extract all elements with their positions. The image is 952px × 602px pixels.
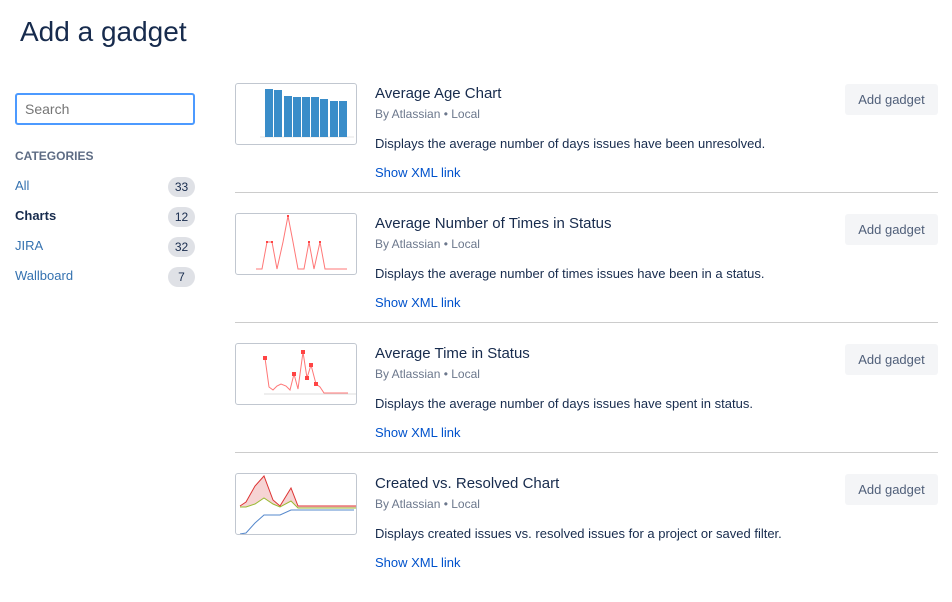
gadget-byline: By Atlassian • Local — [375, 107, 480, 121]
gadget-description: Displays created issues vs. resolved iss… — [375, 526, 782, 541]
category-label: Wallboard — [15, 267, 74, 283]
count-badge: 7 — [168, 267, 195, 287]
gadget-byline: By Atlassian • Local — [375, 367, 480, 381]
line-chart-thumbnail-icon — [256, 215, 347, 270]
line-chart-thumbnail-icon — [263, 350, 356, 395]
add-gadget-button[interactable]: Add gadget — [845, 344, 938, 375]
gadget-byline: By Atlassian • Local — [375, 497, 480, 511]
gadget-info: Average Age Chart By Atlassian • Local D… — [375, 85, 825, 182]
add-gadget-button[interactable]: Add gadget — [845, 474, 938, 505]
add-gadget-button[interactable]: Add gadget — [845, 214, 938, 245]
gadget-thumbnail — [235, 343, 357, 405]
gadget-description: Displays the average number of days issu… — [375, 396, 753, 411]
search-input[interactable] — [15, 93, 195, 125]
show-xml-link[interactable]: Show XML link — [375, 555, 461, 570]
gadget-thumbnail — [235, 213, 357, 275]
gadget-description: Displays the average number of days issu… — [375, 136, 766, 151]
gadget-description: Displays the average number of times iss… — [375, 266, 765, 281]
gadget-title: Average Age Chart — [375, 85, 502, 102]
gadget-title: Created vs. Resolved Chart — [375, 475, 560, 492]
category-wallboard[interactable]: Wallboard 7 — [15, 262, 195, 288]
gadget-thumbnail — [235, 473, 357, 535]
show-xml-link[interactable]: Show XML link — [375, 165, 461, 180]
gadget-info: Average Time in Status By Atlassian • Lo… — [375, 345, 825, 442]
category-all[interactable]: All 33 — [15, 172, 195, 198]
show-xml-link[interactable]: Show XML link — [375, 295, 461, 310]
gadget-byline: By Atlassian • Local — [375, 237, 480, 251]
category-label: All — [15, 177, 30, 193]
gadget-title: Average Time in Status — [375, 345, 530, 362]
count-badge: 32 — [168, 237, 195, 257]
gadget-title: Average Number of Times in Status — [375, 215, 612, 232]
category-label: Charts — [15, 207, 57, 223]
category-jira[interactable]: JIRA 32 — [15, 232, 195, 258]
page-title: Add a gadget — [20, 16, 187, 47]
gadget-item: Created vs. Resolved Chart By Atlassian … — [235, 473, 938, 602]
gadget-item: Average Age Chart By Atlassian • Local D… — [235, 83, 938, 193]
gadget-item: Average Time in Status By Atlassian • Lo… — [235, 343, 938, 453]
gadget-item: Average Number of Times in Status By Atl… — [235, 213, 938, 323]
categories-heading: CATEGORIES — [15, 149, 94, 163]
count-badge: 12 — [168, 207, 195, 227]
bar-chart-thumbnail-icon — [260, 89, 354, 138]
count-badge: 33 — [168, 177, 195, 197]
add-gadget-button[interactable]: Add gadget — [845, 84, 938, 115]
category-charts[interactable]: Charts 12 — [15, 202, 195, 228]
show-xml-link[interactable]: Show XML link — [375, 425, 461, 440]
gadget-thumbnail — [235, 83, 357, 145]
gadget-info: Created vs. Resolved Chart By Atlassian … — [375, 475, 825, 572]
gadget-info: Average Number of Times in Status By Atl… — [375, 215, 825, 312]
category-label: JIRA — [15, 237, 44, 253]
area-chart-thumbnail-icon — [239, 475, 356, 534]
